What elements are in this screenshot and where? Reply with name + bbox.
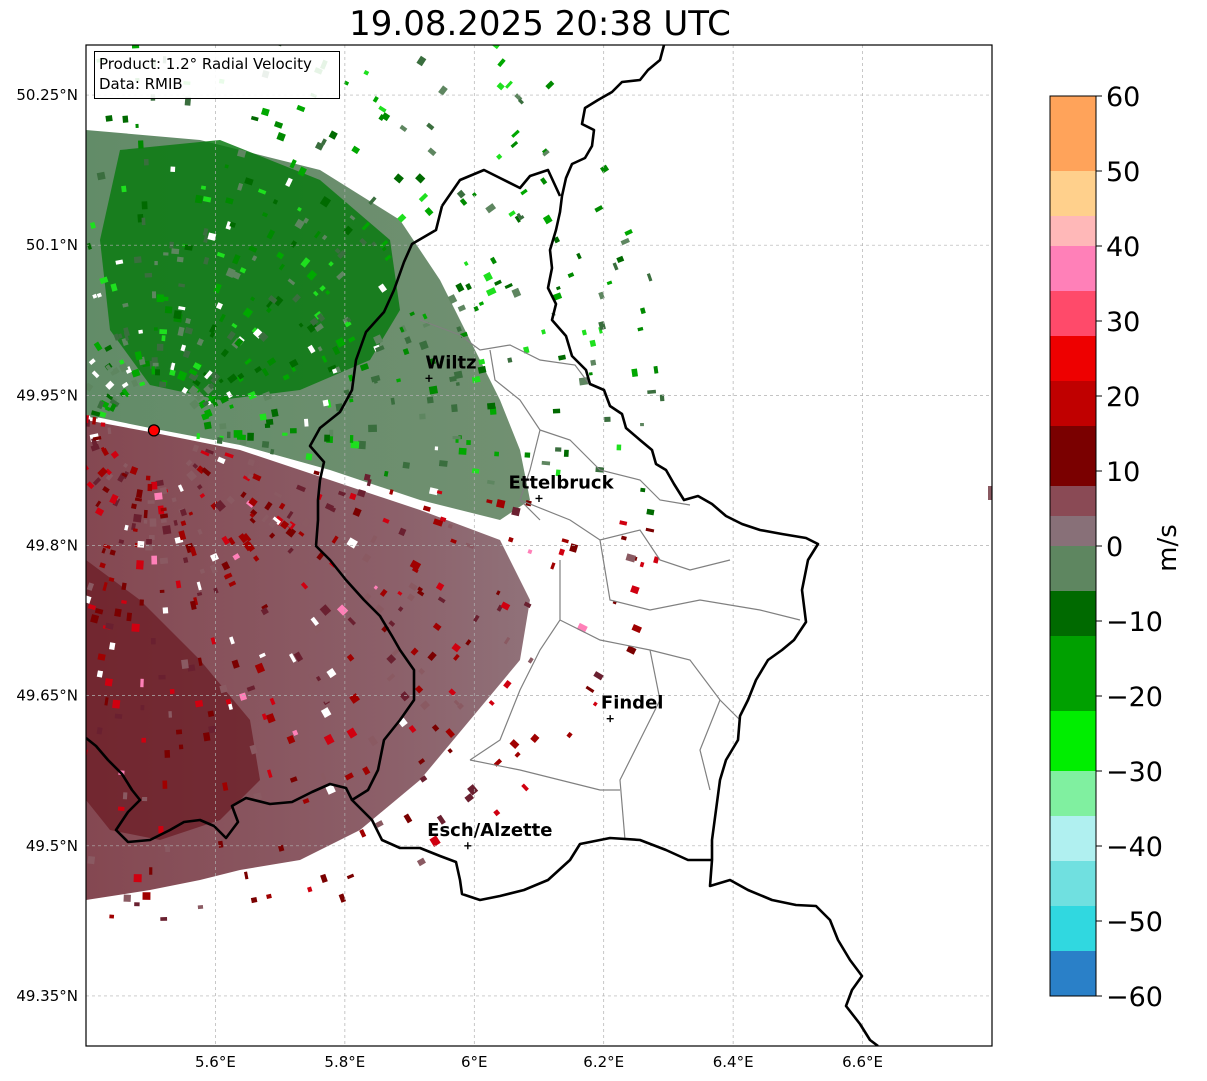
lat-tick-label: 49.35°N	[16, 987, 78, 1005]
lon-tick-label: 5.8°E	[324, 1053, 365, 1071]
colorbar-segment	[1050, 546, 1096, 592]
colorbar-segment	[1050, 291, 1096, 337]
colorbar: 60 50 40 30 20 10 0 −10 −20 −30 −40 −50 −60	[1049, 82, 1163, 1013]
colorbar-tick-label: −10	[1106, 607, 1163, 638]
colorbar-tick-label: 0	[1106, 532, 1123, 563]
city-label: Esch/Alzette	[427, 820, 552, 841]
lon-tick-label: 6°E	[461, 1053, 488, 1071]
colorbar-tick-label: −30	[1106, 757, 1163, 788]
lat-tick-label: 49.95°N	[16, 386, 78, 404]
data-source-label: Data: RMIB	[99, 75, 183, 93]
latitude-ticks: 50.25°N 50.1°N 49.95°N 49.8°N 49.65°N 49.5°N 4…	[16, 86, 78, 1005]
colorbar-segment	[1050, 96, 1096, 172]
lon-tick-label: 6.6°E	[842, 1053, 883, 1071]
longitude-ticks: 5.6°E 5.8°E 6°E 6.2°E 6.4°E 6.6°E	[195, 1053, 883, 1071]
city-ettelbruck: Ettelbruck	[508, 472, 615, 502]
lat-tick-label: 50.25°N	[16, 86, 78, 104]
colorbar-tick-label: −50	[1106, 907, 1163, 938]
colorbar-tick-label: 10	[1106, 457, 1140, 488]
colorbar-segment	[1050, 216, 1096, 247]
lon-tick-label: 6.2°E	[583, 1053, 624, 1071]
map-frame	[85, 44, 993, 1047]
colorbar-tick-label: 60	[1106, 82, 1140, 113]
colorbar-segment	[1050, 246, 1096, 292]
city-findel: Findel	[601, 693, 664, 723]
colorbar-segment	[1050, 381, 1096, 427]
lat-tick-label: 49.8°N	[26, 537, 78, 555]
colorbar-segment	[1050, 906, 1096, 952]
colorbar-segment	[1050, 591, 1096, 637]
city-label: Wiltz	[425, 352, 476, 373]
colorbar-segment	[1050, 861, 1096, 907]
colorbar-tick-label: 30	[1106, 307, 1140, 338]
colorbar-segment	[1050, 486, 1096, 517]
product-label: Product: 1.2° Radial Velocity	[99, 55, 312, 73]
city-wiltz: Wiltz	[425, 352, 477, 382]
colorbar-tick-label: −60	[1106, 982, 1163, 1013]
product-info-box: Product: 1.2° Radial Velocity Data: RMIB	[94, 51, 340, 99]
city-marker-icon	[535, 494, 543, 502]
colorbar-segment	[1050, 171, 1096, 217]
lat-tick-label: 49.65°N	[16, 687, 78, 705]
map-canvas	[86, 45, 992, 1046]
colorbar-segment	[1050, 951, 1096, 997]
colorbar-segment	[1050, 711, 1096, 772]
colorbar-tick-label: 50	[1106, 157, 1140, 188]
colorbar-unit-label: m/s	[1153, 524, 1183, 572]
colorbar-tick-label: 20	[1106, 382, 1140, 413]
national-borders	[86, 45, 879, 1046]
radar-speckles	[86, 45, 665, 921]
outbound-strong-core	[86, 560, 260, 840]
lat-tick-label: 49.5°N	[26, 837, 78, 855]
colorbar-tick-label: −20	[1106, 682, 1163, 713]
city-markers: Wiltz Ettelbruck Findel Esch/Alzette	[425, 352, 664, 850]
city-esch-alzette: Esch/Alzette	[427, 820, 552, 850]
map-title: 19.08.2025 20:38 UTC	[349, 4, 731, 44]
colorbar-segment	[1050, 426, 1096, 487]
colorbar-segment	[1050, 636, 1096, 712]
district-boundaries	[419, 319, 801, 841]
colorbar-segment	[1050, 816, 1096, 862]
colorbar-segment	[1050, 336, 1096, 382]
radar-site-marker	[147, 424, 161, 437]
city-label: Findel	[601, 693, 664, 714]
colorbar-tick-label: 40	[1106, 232, 1140, 263]
colorbar-tick-label: −40	[1106, 832, 1163, 863]
lon-tick-label: 6.4°E	[713, 1053, 754, 1071]
lat-tick-label: 50.1°N	[26, 236, 78, 254]
city-marker-icon	[606, 715, 614, 723]
city-marker-icon	[464, 842, 472, 850]
city-label: Ettelbruck	[508, 472, 614, 493]
lon-tick-label: 5.6°E	[195, 1053, 236, 1071]
colorbar-segment	[1050, 516, 1096, 547]
colorbar-segment	[1050, 771, 1096, 817]
city-marker-icon	[425, 374, 433, 382]
